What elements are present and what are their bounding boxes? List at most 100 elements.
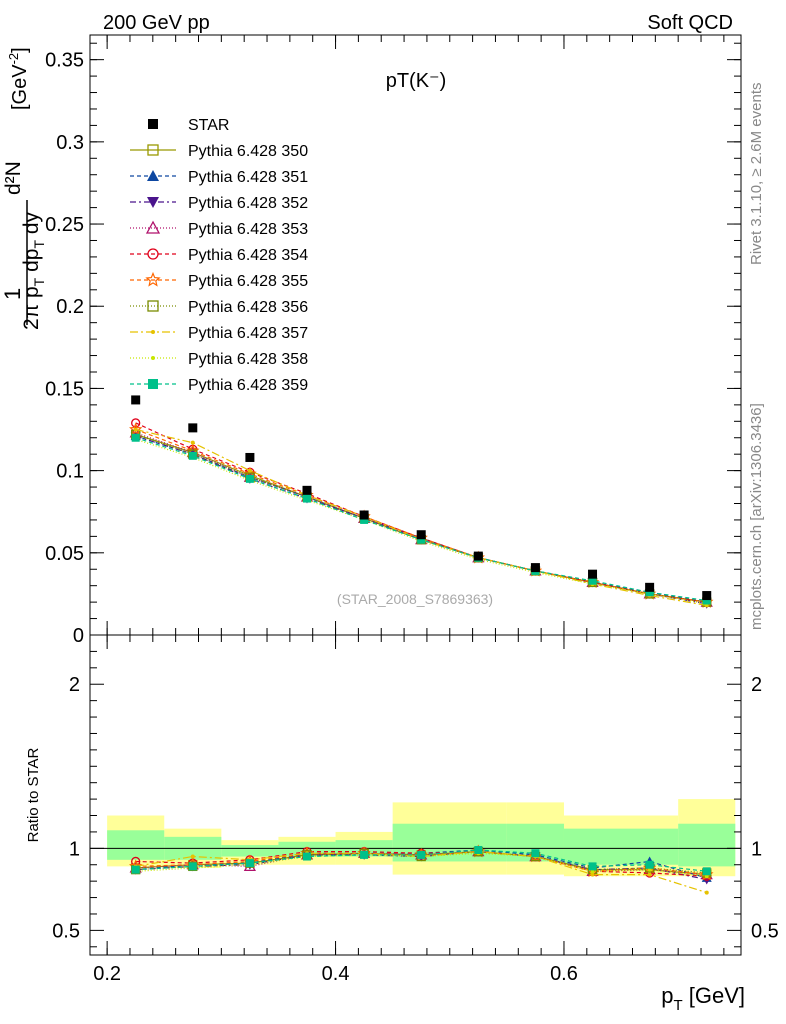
ratio-band-inner (107, 830, 165, 860)
legend-marker (147, 248, 159, 260)
legend-entry-label: STAR (188, 117, 229, 134)
ratio-series-point (190, 854, 195, 859)
legend-entry-label: Pythia 6.428 356 (188, 299, 308, 316)
ratio-plot-marks (129, 844, 714, 895)
data-point (645, 582, 655, 592)
legend-marker (147, 300, 159, 312)
series-line (135, 433, 707, 603)
ratio-series-point (590, 872, 595, 877)
data-point (188, 423, 198, 433)
series-point (303, 494, 311, 503)
series-line (135, 422, 707, 603)
ratio-series-point (303, 852, 311, 861)
ratio-panel: 0.2 0.4 0.6 0.5 0.5 1 1 2 2 Ratio to STAR (25, 634, 779, 985)
data-point (359, 510, 369, 520)
ratio-tick-label-right: 0.5 (751, 920, 779, 942)
y-label-denominator-text: 2π pT dpT dy (20, 211, 47, 330)
data-point (302, 485, 312, 495)
ratio-series-point (131, 865, 140, 874)
x-tick-label: 0.6 (550, 963, 578, 985)
legend-marker (148, 379, 158, 389)
series-point (133, 427, 138, 432)
ratio-tick-label: 2 (69, 674, 80, 696)
y-tick-label: 0.2 (56, 296, 84, 318)
ratio-series-point (647, 872, 652, 877)
x-tick-label: 0.2 (93, 963, 121, 985)
data-point (416, 530, 426, 540)
ratio-series-line (135, 850, 707, 894)
ratio-series-point (704, 890, 709, 895)
series-point (588, 576, 597, 585)
y-tick-label: 0.05 (45, 543, 84, 565)
data-point (131, 395, 141, 405)
series-line (135, 428, 707, 603)
chart-title: pT(K⁻) (386, 70, 447, 92)
ratio-tick-label-right: 2 (751, 674, 762, 696)
data-point (588, 569, 598, 579)
analysis-label: (STAR_2008_S7869363) (337, 591, 493, 607)
series-point (131, 433, 140, 442)
y-tick-label: 0.25 (45, 214, 84, 236)
ratio-series-point (188, 862, 197, 871)
series-line (135, 433, 707, 603)
data-point (473, 551, 483, 561)
data-point (702, 591, 712, 601)
energy-label: 200 GeV pp (103, 12, 210, 34)
x-axis-label: pT [GeV] (661, 983, 745, 1014)
y-label-numerator-text: d²N (2, 161, 25, 195)
ratio-series-line (135, 849, 707, 872)
legend-entry-label: Pythia 6.428 354 (188, 247, 308, 264)
ratio-band-inner (678, 823, 736, 867)
series-point (188, 451, 197, 460)
ratio-series-point (245, 859, 254, 868)
legend-entry-label: Pythia 6.428 358 (188, 351, 308, 368)
ratio-series-line (135, 850, 707, 876)
ratio-series-point (588, 862, 597, 871)
legend-marker (147, 170, 159, 181)
rivet-version-label: Rivet 3.1.10, ≥ 2.6M events (748, 83, 765, 266)
legend-marker (151, 330, 155, 334)
ratio-series-line (135, 850, 707, 881)
legend-entry-label: Pythia 6.428 352 (188, 195, 308, 212)
legend-entry-label: Pythia 6.428 357 (188, 325, 308, 342)
ratio-series-point (531, 849, 540, 858)
main-plot-marks (129, 395, 714, 609)
series-line (135, 432, 707, 603)
data-point (530, 563, 540, 573)
legend-entry-label: Pythia 6.428 355 (188, 273, 308, 290)
series-line (135, 428, 707, 606)
series-point (645, 588, 654, 597)
series-point (417, 535, 426, 544)
ratio-band-inner (221, 845, 279, 857)
ratio-tick-label: 0.5 (52, 920, 80, 942)
legend: STAR Pythia 6.428 350 Pythia 6.428 351 Pyth… (130, 117, 308, 394)
x-tick-label: 0.4 (322, 963, 350, 985)
legend-marker (145, 271, 161, 287)
category-label: Soft QCD (647, 12, 733, 34)
ratio-band-inner (563, 828, 679, 865)
series-point (360, 515, 369, 524)
y-tick-label: 0.15 (45, 378, 84, 400)
legend-entry-label: Pythia 6.428 353 (188, 221, 308, 238)
legend-marker (147, 197, 159, 208)
data-point (245, 452, 255, 462)
legend-entry-label: Pythia 6.428 359 (188, 377, 308, 394)
legend-marker (151, 356, 155, 360)
legend-marker (145, 220, 161, 234)
ratio-series-point (360, 850, 369, 859)
ratio-y-label: Ratio to STAR (25, 747, 42, 842)
series-point (245, 474, 254, 483)
legend-entry-label: Pythia 6.428 351 (188, 169, 308, 186)
legend-marker (148, 119, 158, 129)
series-point (131, 418, 141, 428)
main-axes: 0 0.05 0.1 0.15 0.2 0.25 0.3 0.35 (45, 35, 741, 647)
y-axis-label: 1 2π pT dpT dy d²N [GeV-2] (0, 47, 47, 330)
series-point (190, 440, 195, 445)
ratio-series-line (135, 850, 707, 877)
ratio-tick-label-right: 1 (751, 838, 762, 860)
ratio-series-point (645, 860, 654, 869)
legend-marker (147, 144, 159, 156)
ratio-series-point (474, 845, 483, 854)
y-label-unit-text: [GeV-2] (6, 47, 31, 110)
